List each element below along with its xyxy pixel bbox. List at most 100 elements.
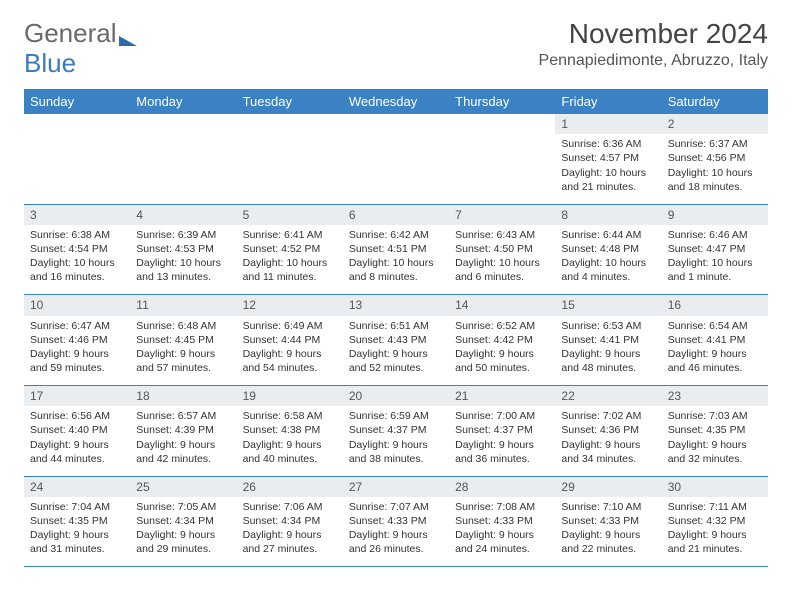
daylight-text: Daylight: 10 hours and 18 minutes. [668,166,762,194]
sunrise-text: Sunrise: 7:00 AM [455,409,549,423]
daylight-text: Daylight: 9 hours and 40 minutes. [243,438,337,466]
day-data-row: Sunrise: 6:36 AMSunset: 4:57 PMDaylight:… [24,134,768,204]
sunset-text: Sunset: 4:46 PM [30,333,124,347]
day-number-cell: 20 [343,386,449,407]
daylight-text: Daylight: 9 hours and 42 minutes. [136,438,230,466]
day-data-cell [130,134,236,204]
location-subtitle: Pennapiedimonte, Abruzzo, Italy [539,52,768,70]
daylight-text: Daylight: 9 hours and 46 minutes. [668,347,762,375]
logo-triangle-icon [119,36,137,46]
sunset-text: Sunset: 4:41 PM [668,333,762,347]
sunrise-text: Sunrise: 6:53 AM [561,319,655,333]
day-data-cell: Sunrise: 7:00 AMSunset: 4:37 PMDaylight:… [449,406,555,476]
sunset-text: Sunset: 4:50 PM [455,242,549,256]
day-number-cell: 29 [555,476,661,497]
day-data-cell [449,134,555,204]
day-data-cell [343,134,449,204]
sunset-text: Sunset: 4:34 PM [136,514,230,528]
sunrise-text: Sunrise: 6:42 AM [349,228,443,242]
daylight-text: Daylight: 9 hours and 50 minutes. [455,347,549,375]
sunset-text: Sunset: 4:32 PM [668,514,762,528]
sunrise-text: Sunrise: 7:06 AM [243,500,337,514]
logo: General [24,18,137,49]
daylight-text: Daylight: 9 hours and 38 minutes. [349,438,443,466]
sunset-text: Sunset: 4:33 PM [349,514,443,528]
daylight-text: Daylight: 9 hours and 57 minutes. [136,347,230,375]
sunrise-text: Sunrise: 6:37 AM [668,137,762,151]
daylight-text: Daylight: 9 hours and 21 minutes. [668,528,762,556]
daylight-text: Daylight: 9 hours and 34 minutes. [561,438,655,466]
day-number-cell: 8 [555,204,661,225]
sunrise-text: Sunrise: 7:03 AM [668,409,762,423]
day-number-cell [237,114,343,134]
sunrise-text: Sunrise: 7:08 AM [455,500,549,514]
day-number-cell: 19 [237,386,343,407]
daylight-text: Daylight: 9 hours and 48 minutes. [561,347,655,375]
sunset-text: Sunset: 4:38 PM [243,423,337,437]
day-header: Friday [555,89,661,114]
daylight-text: Daylight: 10 hours and 8 minutes. [349,256,443,284]
sunset-text: Sunset: 4:35 PM [668,423,762,437]
day-data-cell: Sunrise: 7:11 AMSunset: 4:32 PMDaylight:… [662,497,768,567]
day-number-cell: 10 [24,295,130,316]
sunrise-text: Sunrise: 7:10 AM [561,500,655,514]
sunset-text: Sunset: 4:44 PM [243,333,337,347]
daylight-text: Daylight: 10 hours and 1 minute. [668,256,762,284]
day-number-cell: 25 [130,476,236,497]
day-data-cell: Sunrise: 6:52 AMSunset: 4:42 PMDaylight:… [449,316,555,386]
day-number-cell: 13 [343,295,449,316]
sunrise-text: Sunrise: 7:04 AM [30,500,124,514]
day-header: Saturday [662,89,768,114]
day-number-cell: 6 [343,204,449,225]
logo-text-blue: Blue [24,48,76,78]
day-data-cell: Sunrise: 7:03 AMSunset: 4:35 PMDaylight:… [662,406,768,476]
day-data-cell: Sunrise: 7:06 AMSunset: 4:34 PMDaylight:… [237,497,343,567]
calendar-table: SundayMondayTuesdayWednesdayThursdayFrid… [24,89,768,567]
day-number-row: 3456789 [24,204,768,225]
sunrise-text: Sunrise: 6:59 AM [349,409,443,423]
sunrise-text: Sunrise: 7:07 AM [349,500,443,514]
sunset-text: Sunset: 4:33 PM [455,514,549,528]
day-number-cell: 30 [662,476,768,497]
day-number-cell: 14 [449,295,555,316]
day-data-cell: Sunrise: 7:07 AMSunset: 4:33 PMDaylight:… [343,497,449,567]
daylight-text: Daylight: 9 hours and 27 minutes. [243,528,337,556]
day-data-cell: Sunrise: 7:08 AMSunset: 4:33 PMDaylight:… [449,497,555,567]
day-data-row: Sunrise: 6:56 AMSunset: 4:40 PMDaylight:… [24,406,768,476]
calendar-body: 12Sunrise: 6:36 AMSunset: 4:57 PMDayligh… [24,114,768,567]
daylight-text: Daylight: 10 hours and 6 minutes. [455,256,549,284]
day-number-cell: 2 [662,114,768,134]
sunrise-text: Sunrise: 6:41 AM [243,228,337,242]
day-data-cell: Sunrise: 7:10 AMSunset: 4:33 PMDaylight:… [555,497,661,567]
daylight-text: Daylight: 10 hours and 13 minutes. [136,256,230,284]
day-data-cell: Sunrise: 6:56 AMSunset: 4:40 PMDaylight:… [24,406,130,476]
daylight-text: Daylight: 9 hours and 31 minutes. [30,528,124,556]
daylight-text: Daylight: 10 hours and 21 minutes. [561,166,655,194]
day-number-row: 12 [24,114,768,134]
day-header: Tuesday [237,89,343,114]
day-number-row: 17181920212223 [24,386,768,407]
day-number-cell: 9 [662,204,768,225]
day-data-cell: Sunrise: 6:42 AMSunset: 4:51 PMDaylight:… [343,225,449,295]
daylight-text: Daylight: 9 hours and 54 minutes. [243,347,337,375]
sunset-text: Sunset: 4:48 PM [561,242,655,256]
sunset-text: Sunset: 4:37 PM [349,423,443,437]
sunset-text: Sunset: 4:53 PM [136,242,230,256]
day-number-cell: 17 [24,386,130,407]
day-number-cell: 11 [130,295,236,316]
sunrise-text: Sunrise: 6:54 AM [668,319,762,333]
day-number-cell: 15 [555,295,661,316]
sunrise-text: Sunrise: 6:52 AM [455,319,549,333]
sunrise-text: Sunrise: 6:39 AM [136,228,230,242]
sunset-text: Sunset: 4:56 PM [668,151,762,165]
title-block: November 2024 Pennapiedimonte, Abruzzo, … [539,18,768,70]
day-number-cell [130,114,236,134]
day-data-cell [237,134,343,204]
sunrise-text: Sunrise: 6:48 AM [136,319,230,333]
logo-text-general: General [24,18,117,49]
daylight-text: Daylight: 9 hours and 44 minutes. [30,438,124,466]
day-number-cell: 5 [237,204,343,225]
day-number-cell: 22 [555,386,661,407]
day-number-cell [449,114,555,134]
day-data-cell [24,134,130,204]
